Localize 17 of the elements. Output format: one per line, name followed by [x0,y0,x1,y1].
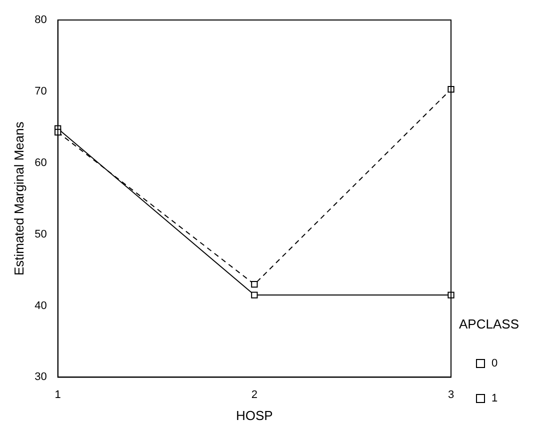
y-tick-label: 30 [34,371,47,384]
legend-label: 0 [492,358,498,370]
x-tick-label: 2 [251,388,258,401]
point [448,86,454,93]
x-tick-label: 3 [448,388,454,401]
y-axis-title: Estimated Marginal Means [11,121,26,276]
y-tick-label: 40 [34,300,47,312]
legend-title: APCLASS [459,316,520,332]
x-tick-label: 1 [54,388,61,401]
y-tick-label: 60 [34,156,47,169]
y-tick-label: 70 [34,85,47,98]
point [448,292,454,298]
y-tick-label: 50 [34,228,47,240]
x-axis-title: HOSP [236,408,273,423]
point [251,281,258,288]
y-tick-label: 80 [34,14,47,26]
point [251,292,258,298]
